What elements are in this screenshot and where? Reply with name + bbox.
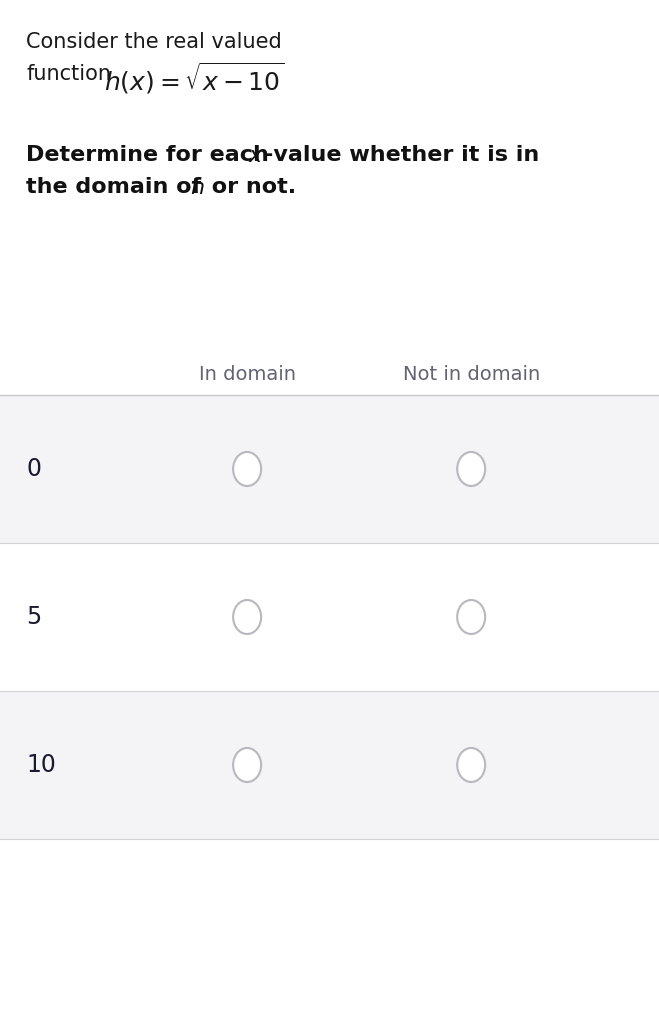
Text: or not.: or not. [204,177,297,197]
Text: Determine for each: Determine for each [26,145,277,165]
Text: 0: 0 [26,457,42,481]
Text: $x$: $x$ [248,145,264,167]
Ellipse shape [233,452,261,486]
Ellipse shape [457,452,485,486]
Text: $h(x) = \sqrt{x-10}$: $h(x) = \sqrt{x-10}$ [104,60,285,95]
Ellipse shape [457,600,485,634]
Text: In domain: In domain [198,365,296,384]
Text: function: function [26,64,111,84]
Bar [0,395,659,543]
Text: $h$: $h$ [190,177,205,199]
Ellipse shape [233,600,261,634]
Bar [0,543,659,691]
Text: -value whether it is in: -value whether it is in [264,145,540,165]
Text: the domain of: the domain of [26,177,210,197]
Text: 5: 5 [26,605,42,629]
Text: Consider the real valued: Consider the real valued [26,32,282,52]
Text: Not in domain: Not in domain [403,365,540,384]
Ellipse shape [457,748,485,782]
Bar [0,691,659,839]
Ellipse shape [233,748,261,782]
Text: 10: 10 [26,753,56,777]
